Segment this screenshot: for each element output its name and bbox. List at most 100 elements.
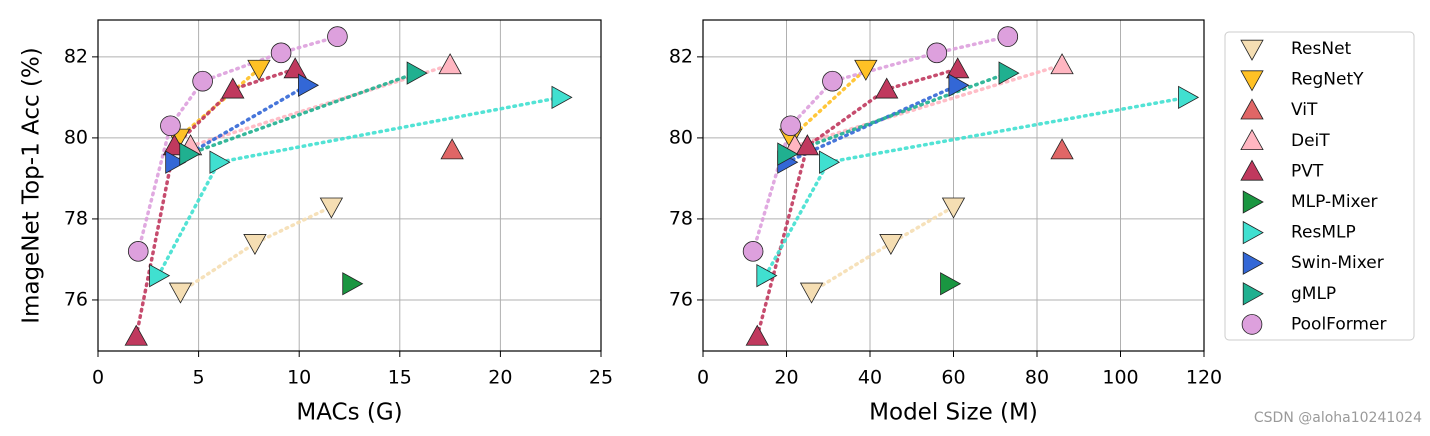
y-tick-label: 78 (669, 207, 693, 229)
plot-frame (97, 19, 602, 352)
x-axis-label: MACs (G) (296, 400, 402, 426)
series-line (755, 67, 960, 339)
legend-marker (1242, 190, 1264, 214)
y-tick-label: 80 (669, 126, 693, 148)
data-point (551, 85, 573, 110)
x-tick-label: 100 (1102, 367, 1138, 389)
y-tick-label: 82 (669, 45, 693, 67)
data-point (997, 26, 1019, 47)
data-point (283, 57, 307, 79)
watermark: CSDN @aloha10241024 (1254, 410, 1422, 426)
data-point (165, 150, 187, 174)
data-point (795, 134, 820, 156)
data-point (406, 61, 428, 85)
legend-marker (1240, 128, 1264, 150)
legend-marker (1242, 220, 1264, 245)
legend-label: Swin-Mixer (1291, 253, 1384, 273)
x-tick-label: 40 (858, 367, 882, 389)
data-point (879, 234, 903, 256)
x-tick-label: 5 (193, 367, 205, 389)
data-point (149, 263, 171, 288)
x-tick-label: 15 (388, 367, 412, 389)
data-point (799, 282, 824, 304)
data-point (247, 59, 271, 81)
legend-label: MLP-Mixer (1291, 192, 1378, 212)
data-point (438, 53, 462, 75)
data-point (209, 150, 231, 174)
data-point (1050, 138, 1074, 160)
data-point (875, 77, 899, 99)
legend-marker (1242, 251, 1264, 275)
x-tick-label: 60 (941, 367, 965, 389)
data-point (745, 324, 769, 346)
data-point (270, 42, 292, 64)
data-point (124, 324, 148, 346)
data-point (160, 115, 181, 137)
data-point (777, 142, 799, 166)
x-tick-label: 0 (92, 367, 104, 389)
data-point (168, 282, 193, 304)
data-point (780, 115, 801, 137)
y-axis-label: ImageNet Top-1 Acc (%) (19, 47, 45, 324)
data-point (179, 142, 201, 166)
x-tick-label: 20 (774, 367, 798, 389)
legend-label: RegNetY (1291, 70, 1364, 90)
data-point (221, 77, 245, 99)
series-line (134, 67, 297, 339)
data-point (192, 70, 213, 92)
legend-label: ResNet (1291, 39, 1352, 59)
legend-marker (1240, 39, 1264, 61)
data-point (998, 61, 1020, 85)
legend-marker (1242, 282, 1264, 306)
legend-label: PoolFormer (1291, 314, 1386, 334)
legend-marker (1240, 70, 1264, 92)
legend-label: DeiT (1291, 131, 1330, 151)
data-point (319, 197, 344, 219)
data-point (243, 234, 267, 256)
data-point (327, 26, 348, 47)
data-point (940, 272, 962, 296)
series-line (186, 71, 418, 156)
legend-marker (1240, 98, 1264, 120)
x-tick-label: 120 (1186, 367, 1222, 389)
data-point (948, 73, 970, 97)
y-tick-label: 76 (64, 288, 88, 310)
series-line (178, 205, 334, 294)
series-line (763, 95, 1190, 278)
y-tick-label: 80 (64, 126, 88, 148)
data-point (440, 138, 464, 160)
series-line (784, 71, 1010, 156)
x-tick-label: 25 (589, 367, 613, 389)
data-point (298, 73, 320, 97)
series-line (788, 67, 868, 140)
x-tick-label: 20 (488, 367, 512, 389)
x-tick-label: 0 (697, 367, 709, 389)
x-tick-label: 10 (287, 367, 311, 389)
data-point (854, 59, 878, 81)
data-point (941, 197, 966, 219)
legend-label: PVT (1291, 161, 1324, 181)
data-point (926, 42, 948, 64)
x-tick-label: 80 (1025, 367, 1049, 389)
x-axis-label: Model Size (M) (869, 400, 1038, 426)
legend-label: gMLP (1291, 284, 1336, 304)
data-point (819, 150, 841, 174)
data-point (756, 263, 778, 288)
series-line (809, 205, 956, 294)
plot-frame (702, 19, 1205, 352)
legend-marker (1241, 314, 1263, 335)
data-point (1050, 53, 1074, 75)
data-point (127, 241, 149, 262)
y-tick-label: 76 (669, 288, 693, 310)
legend-label: ResMLP (1291, 223, 1356, 243)
data-point (342, 272, 364, 296)
series-line (793, 63, 1064, 148)
legend-marker (1240, 159, 1264, 181)
data-point (742, 241, 764, 262)
data-point (945, 57, 970, 79)
y-tick-label: 82 (64, 45, 88, 67)
data-point (1178, 85, 1200, 110)
legend-box (1224, 31, 1415, 341)
y-tick-label: 78 (64, 207, 88, 229)
